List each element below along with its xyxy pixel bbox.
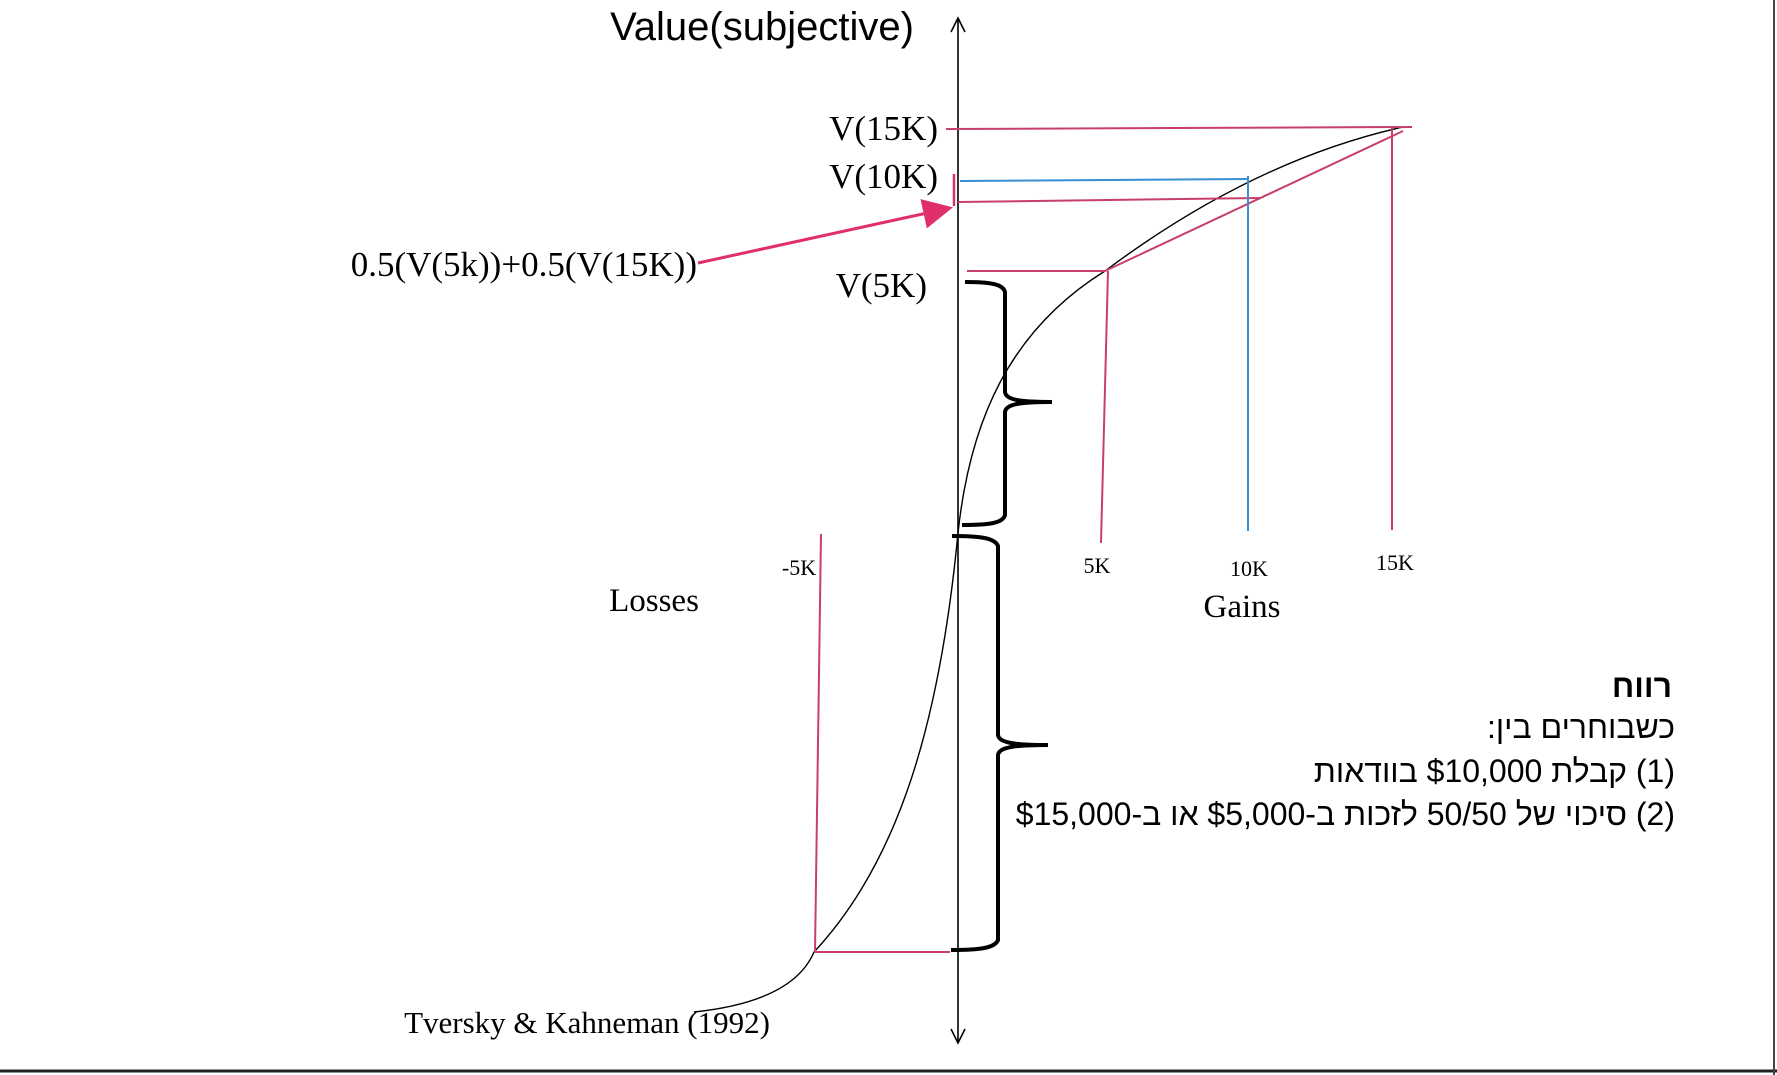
chord-line	[1104, 130, 1404, 272]
gains-label: Gains	[1204, 589, 1281, 625]
text-box-line-2: (1) קבלת $10,000 בוודאות	[1313, 753, 1675, 789]
y-axis-arrow-bottom	[950, 1028, 966, 1045]
v15k-guide-line	[945, 126, 1413, 130]
tick-15k: 15K	[1376, 550, 1414, 575]
tick-5k: 5K	[1084, 553, 1111, 578]
neg5k-vertical	[814, 533, 822, 953]
expected-value-label: 0.5(V(5k))+0.5(V(15K))	[351, 245, 697, 284]
tick-10k: 10K	[1230, 556, 1268, 581]
x5k-vertical	[1100, 270, 1109, 544]
v15k-label: V(15K)	[829, 109, 938, 148]
v10k-guide-line	[959, 178, 1250, 182]
citation: Tversky & Kahneman (1992)	[404, 1005, 770, 1040]
v10k-label: V(10K)	[829, 157, 938, 196]
y-axis-label: Value(subjective)	[610, 5, 914, 49]
losses-label: Losses	[609, 583, 699, 619]
text-box-title: רווח	[1611, 668, 1672, 704]
value-curve	[693, 126, 1404, 1013]
expected-value-arrow	[697, 199, 953, 265]
text-box-line-1: כשבוחרים בין:	[1486, 709, 1675, 745]
expected-value-guide-line	[957, 197, 1261, 203]
tick-neg5k: -5K	[782, 555, 816, 580]
v5k-label: V(5K)	[836, 266, 927, 305]
gain-brace	[961, 280, 1053, 527]
loss-brace	[950, 534, 1049, 952]
text-box-line-3: (2) סיכוי של 50/50 לזכות ב-$5,000 או ב-$…	[1015, 796, 1675, 832]
y-axis-arrow-top	[950, 16, 966, 33]
